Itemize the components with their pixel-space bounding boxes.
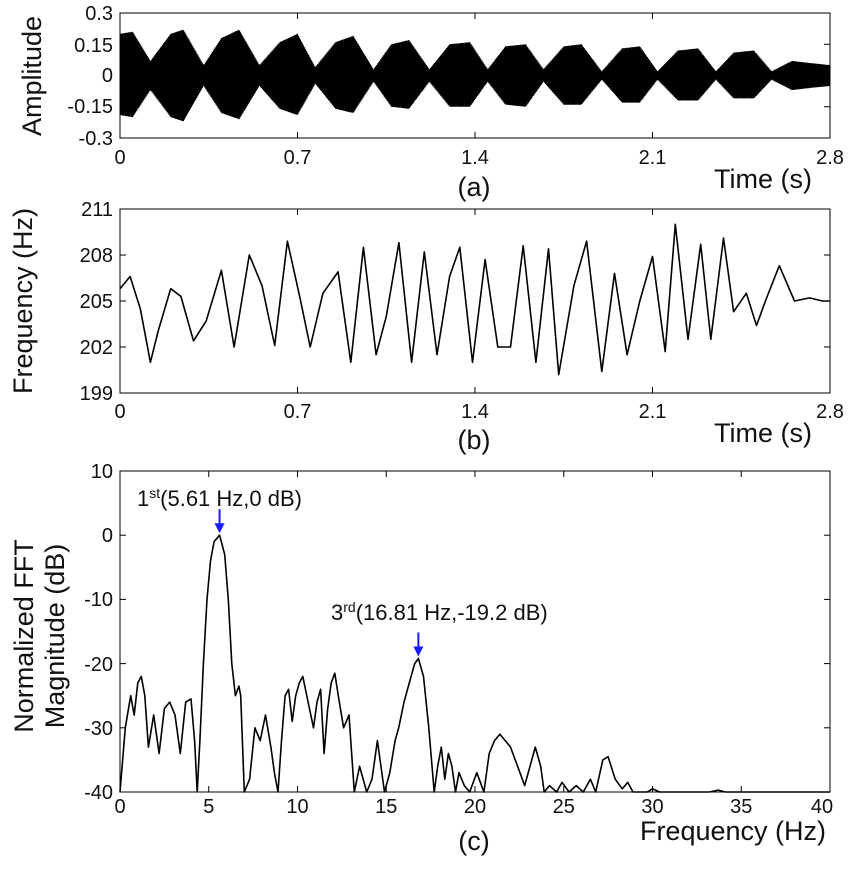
panel-c-xtick-label: 30 [641,796,663,818]
panel-b-xtick-label: 1.4 [461,401,489,423]
panel-b-ytick-label: 202 [80,337,113,359]
panel-b-frequency-line [119,223,830,376]
panel-a-x-axis-label: Time (s) [714,164,812,194]
annotation-1st-value: (5.61 Hz,0 dB) [160,486,302,511]
annotation-1st-harmonic: 1st(5.61 Hz,0 dB) [137,485,302,511]
panel-c-xtick-label: 20 [464,796,486,818]
panel-a-xtick-label: 2.1 [639,147,667,169]
annotation-3rd-superscript: rd [343,599,355,615]
panel-c-ytick-label: -30 [84,718,113,740]
panel-b-ytick-label: 211 [81,199,113,221]
panel-c-xtick-label: 25 [553,796,575,818]
panel-c-frame [119,470,831,793]
panel-a-xtick-label: 0 [114,147,125,169]
panel-c-x-axis-label: Frequency (Hz) [640,816,826,846]
panel-c-label: (c) [458,826,489,856]
panel-c-annotations [214,509,424,657]
panel-c-ytick-label: -10 [84,589,113,611]
panel-c-ytick-label: -40 [84,782,113,804]
annotation-1st-superscript: st [149,485,160,501]
panel-a-ytick-label: 0.3 [85,3,113,25]
panel-a-plot-area [119,29,831,122]
panel-b-xtick-label: 0.7 [284,401,312,423]
panel-a-ytick-label: -0.15 [67,96,113,118]
panel-c-xtick-label: 40 [811,796,833,818]
panel-c-xtick-label: 5 [203,796,214,818]
panel-b-y-axis-label: Frequency (Hz) [8,208,38,394]
annotation-3rd-harmonic: 3rd(16.81 Hz,-19.2 dB) [331,599,548,625]
panel-c-y-axis-label-line1: Normalized FFT [9,539,39,733]
panel-c: 0 5 10 15 20 25 30 35 40 10 0 -10 -20 -3… [9,461,833,856]
panel-a-xtick-label: 0.7 [284,147,312,169]
panel-a-xtick-label: 2.8 [816,147,844,169]
panel-a-xtick-label: 1.4 [461,147,489,169]
panel-a-waveform-line [119,29,831,122]
panel-c-xtick-label: 35 [730,796,752,818]
panel-b-label: (b) [458,425,491,455]
panel-c-fft-line [119,534,830,793]
panel-c-ytick-label: 10 [91,461,113,483]
annotation-3rd-value: (16.81 Hz,-19.2 dB) [356,600,548,625]
annotation-1st-arrow-head [214,523,225,534]
panel-a-y-axis-label: Amplitude [17,16,47,136]
annotation-1st-base: 1 [137,486,149,511]
panel-b-xtick-label: 0 [114,401,125,423]
panel-b-ytick-label: 208 [80,245,113,267]
panel-b-plot-area [119,223,830,376]
panel-b-ytick-label: 199 [80,383,113,405]
panel-c-ticks [119,470,831,793]
panel-a: 0 0.7 1.4 2.1 2.8 0.3 0.15 0 -0.15 -0.3 … [17,3,844,202]
panel-c-xtick-label: 10 [286,796,308,818]
panel-c-y-axis-label-line2: Magnitude (dB) [40,544,70,729]
annotation-3rd-arrow-head [413,646,424,657]
panel-c-xtick-label: 0 [114,796,125,818]
panel-a-label: (a) [458,172,491,202]
panel-b-ytick-label: 205 [80,291,113,313]
panel-c-ytick-label: 0 [102,525,113,547]
annotation-3rd-base: 3 [331,600,343,625]
panel-b-xtick-label: 2.1 [639,401,667,423]
panel-c-ytick-label: -20 [84,654,113,676]
panel-a-ytick-label: 0 [102,65,113,87]
panel-b: 0 0.7 1.4 2.1 2.8 211 208 205 202 199 Ti… [8,199,844,455]
panel-b-ticks [119,208,831,394]
panel-b-x-axis-label: Time (s) [714,418,812,448]
panel-c-plot-area [119,534,830,793]
panel-a-ytick-label: 0.15 [74,35,113,57]
panel-a-ticks [119,12,831,139]
panel-c-xtick-label: 15 [375,796,397,818]
panel-b-xtick-label: 2.8 [816,401,844,423]
panel-a-ytick-label: -0.3 [79,128,113,150]
